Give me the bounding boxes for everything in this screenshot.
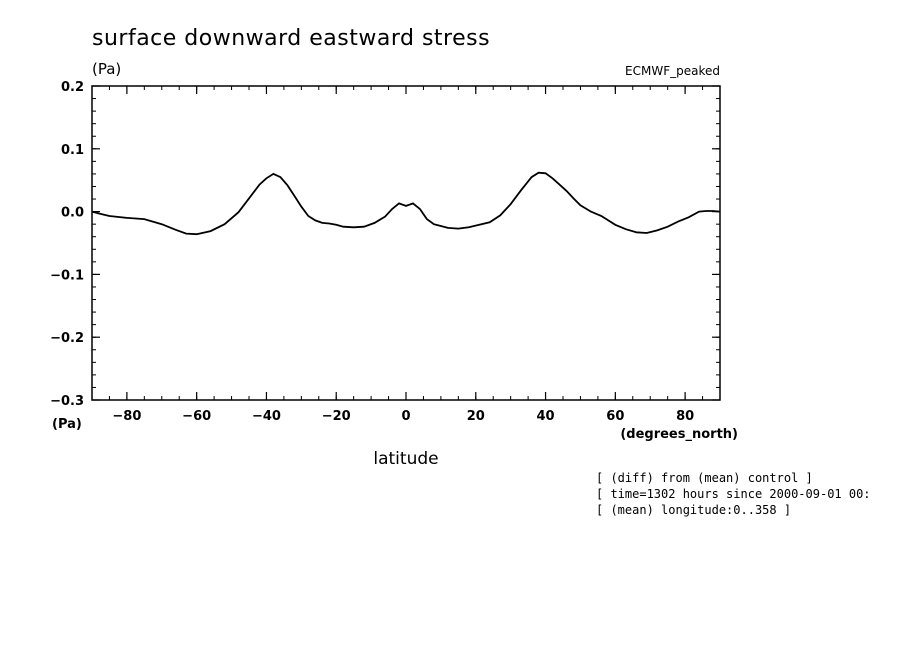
x-tick-label: 60 (606, 409, 624, 424)
x-tick-label: −80 (112, 409, 141, 424)
y-minor-ticks (92, 85, 720, 401)
chart-title: surface downward eastward stress (92, 26, 490, 51)
corner-unit: (Pa) (52, 417, 82, 432)
x-axis-unit: (degrees_north) (620, 427, 738, 442)
y-tick-label: 0.1 (61, 143, 84, 158)
y-tick-label: 0.2 (61, 80, 84, 95)
x-tick-label: −60 (182, 409, 211, 424)
note-line-2: [ time=1302 hours since 2000-09-01 00: (596, 487, 871, 501)
x-tick-label: 0 (401, 409, 410, 424)
x-axis-label: latitude (373, 449, 438, 469)
x-tick-label: 80 (676, 409, 694, 424)
dataset-label: ECMWF_peaked (625, 64, 720, 78)
y-tick-label: −0.3 (50, 394, 84, 409)
x-axis-ticks: −80 −60 −40 −20 0 20 40 60 80 (112, 86, 694, 424)
y-tick-label: −0.1 (50, 268, 84, 283)
x-tick-label: 20 (467, 409, 485, 424)
y-axis-ticks: 0.2 0.1 0.0 −0.1 −0.2 −0.3 (50, 80, 720, 409)
y-tick-label: 0.0 (61, 206, 84, 221)
note-line-3: [ (mean) longitude:0..358 ] (596, 503, 791, 517)
series-line (91, 171, 721, 236)
plot-frame (91, 85, 721, 401)
x-tick-label: −40 (252, 409, 281, 424)
y-axis-unit: (Pa) (92, 60, 121, 78)
x-tick-label: −20 (322, 409, 351, 424)
x-minor-ticks (91, 86, 721, 400)
note-line-1: [ (diff) from (mean) control ] (596, 471, 813, 485)
y-tick-label: −0.2 (50, 331, 84, 346)
x-tick-label: 40 (537, 409, 555, 424)
